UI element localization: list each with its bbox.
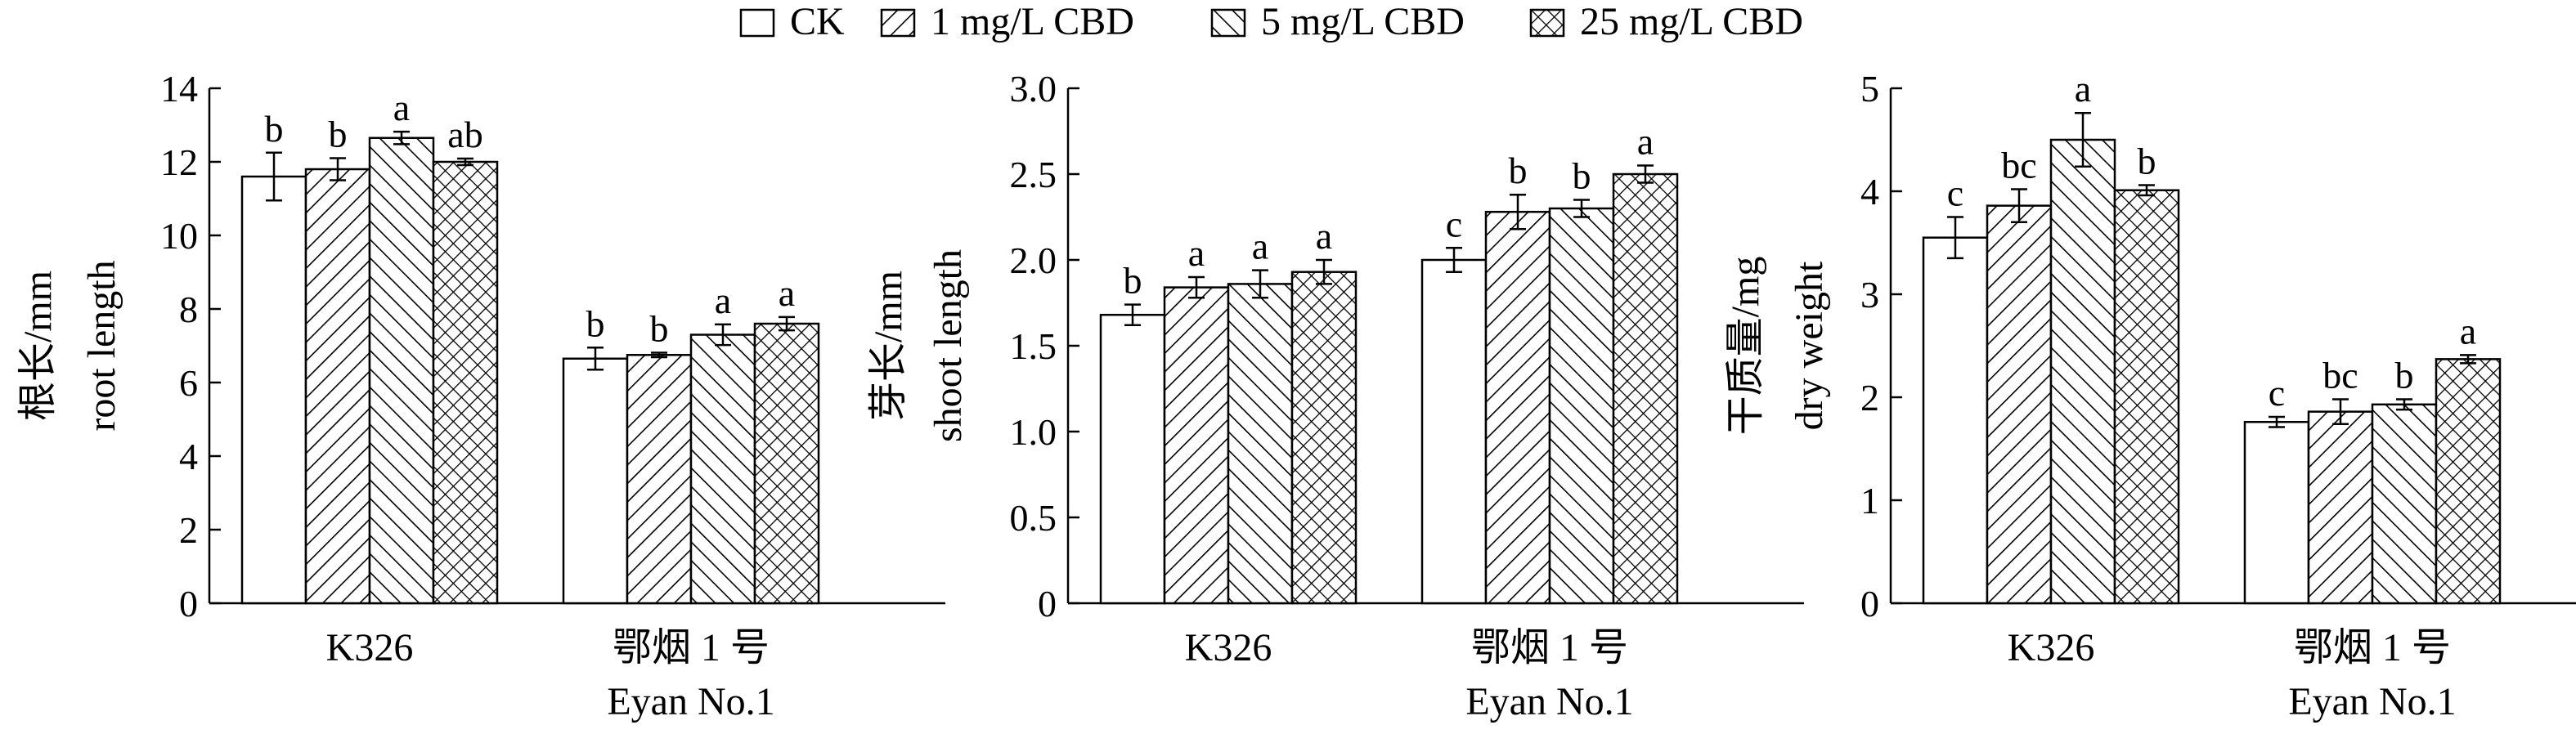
y-tick-label: 2.5	[1010, 154, 1057, 195]
bar	[1227, 283, 1294, 605]
significance-letter: b	[2395, 355, 2414, 396]
y-tick-label: 1	[1860, 480, 1879, 521]
y-tick-label: 14	[160, 68, 198, 110]
x-category-label: 鄂烟 1 号	[2294, 626, 2451, 669]
significance-letter: c	[2269, 372, 2285, 414]
bar	[1986, 204, 2053, 605]
x-category-label: K326	[2008, 626, 2095, 669]
y-tick-label: 4	[179, 436, 198, 477]
bar	[2435, 358, 2502, 605]
x-category-label: K326	[1185, 626, 1272, 669]
bar	[368, 137, 435, 605]
bar	[689, 333, 756, 605]
significance-letter: b	[650, 308, 669, 350]
significance-letter: b	[586, 302, 605, 344]
significance-letter: a	[2460, 310, 2476, 351]
bar	[2307, 410, 2374, 605]
bar	[1420, 258, 1488, 605]
significance-letter: b	[329, 114, 348, 155]
significance-letter: a	[1316, 215, 1332, 257]
significance-letter: a	[779, 272, 795, 314]
x-category-label: K326	[326, 626, 414, 669]
significance-letter: a	[393, 87, 410, 128]
significance-letter: b	[1124, 260, 1142, 302]
y-axis-label-cn: 干质量/mg	[1724, 257, 1767, 436]
bar	[1548, 207, 1615, 605]
y-tick-label: 5	[1860, 68, 1879, 110]
legend: CK 1 mg/L CBD 5 mg/L CBD 25 mg/L CBD	[739, 0, 1803, 43]
bar	[1612, 172, 1679, 605]
bar	[1484, 210, 1551, 605]
bar	[304, 168, 371, 605]
bar	[432, 160, 499, 605]
bar	[562, 357, 629, 605]
significance-letter: c	[1947, 172, 1963, 214]
chart-panel: 0 0.5 1.0 1.5 2.0 2.5 3.0 芽长/mm shoot length b a a a…	[867, 68, 1804, 723]
significance-letter: c	[1446, 203, 1462, 244]
y-tick-label: 2	[1860, 377, 1879, 418]
bar	[1922, 236, 1989, 605]
y-axis-label-en: dry weight	[1788, 261, 1831, 430]
y-axis-label-en: shoot length	[927, 249, 970, 442]
y-tick-label: 6	[179, 362, 198, 404]
significance-letter: b	[1573, 155, 1591, 197]
legend-swatch	[1210, 8, 1246, 38]
bar	[2113, 189, 2180, 605]
significance-letter: a	[715, 280, 731, 321]
y-tick-label: 0.5	[1010, 497, 1057, 539]
y-tick-label: 2.0	[1010, 239, 1057, 281]
x-category-label: 鄂烟 1 号	[1471, 626, 1628, 669]
bar	[2243, 420, 2310, 605]
x-category-sublabel: Eyan No.1	[2288, 680, 2456, 723]
y-tick-label: 0	[179, 583, 198, 624]
y-axis-label-cn: 芽长/mm	[867, 271, 910, 421]
y-tick-label: 3.0	[1010, 68, 1057, 110]
significance-letter: a	[1188, 232, 1205, 274]
significance-letter: b	[2138, 140, 2156, 181]
bar	[1099, 313, 1166, 605]
legend-label: 25 mg/L CBD	[1580, 0, 1803, 43]
y-tick-label: 1.0	[1010, 411, 1057, 453]
significance-letter: bc	[2322, 355, 2358, 396]
bar	[753, 322, 820, 605]
y-axis-label-cn: 根长/mm	[16, 271, 60, 421]
y-tick-label: 0	[1860, 583, 1879, 624]
y-tick-label: 1.5	[1010, 325, 1057, 367]
y-tick-label: 10	[160, 215, 198, 257]
y-tick-label: 0	[1038, 583, 1057, 624]
y-tick-label: 8	[179, 289, 198, 330]
y-axis-label-en: root length	[80, 260, 123, 431]
legend-label: 5 mg/L CBD	[1261, 0, 1465, 43]
y-tick-label: 2	[179, 509, 198, 551]
x-category-label: 鄂烟 1 号	[613, 626, 770, 669]
bar	[1290, 271, 1358, 605]
bar	[2049, 138, 2116, 605]
significance-letter: bc	[2001, 144, 2036, 186]
bar	[1163, 286, 1230, 605]
y-tick-label: 12	[160, 141, 198, 183]
significance-letter: a	[1252, 226, 1268, 267]
legend-swatch	[1529, 8, 1565, 38]
significance-letter: a	[2075, 68, 2091, 110]
bar	[626, 354, 693, 605]
y-tick-label: 3	[1860, 274, 1879, 316]
significance-letter: a	[1637, 121, 1654, 163]
significance-letter: ab	[447, 114, 482, 155]
x-category-sublabel: Eyan No.1	[1465, 680, 1633, 723]
significance-letter: b	[1509, 150, 1528, 191]
legend-swatch	[880, 8, 916, 38]
x-category-sublabel: Eyan No.1	[607, 680, 774, 723]
y-tick-label: 4	[1860, 171, 1879, 213]
significance-letter: b	[265, 108, 284, 150]
legend-label: CK	[790, 0, 845, 43]
legend-swatch	[739, 8, 775, 38]
bar	[2371, 403, 2438, 605]
bar	[240, 175, 307, 605]
legend-label: 1 mg/L CBD	[931, 0, 1134, 43]
